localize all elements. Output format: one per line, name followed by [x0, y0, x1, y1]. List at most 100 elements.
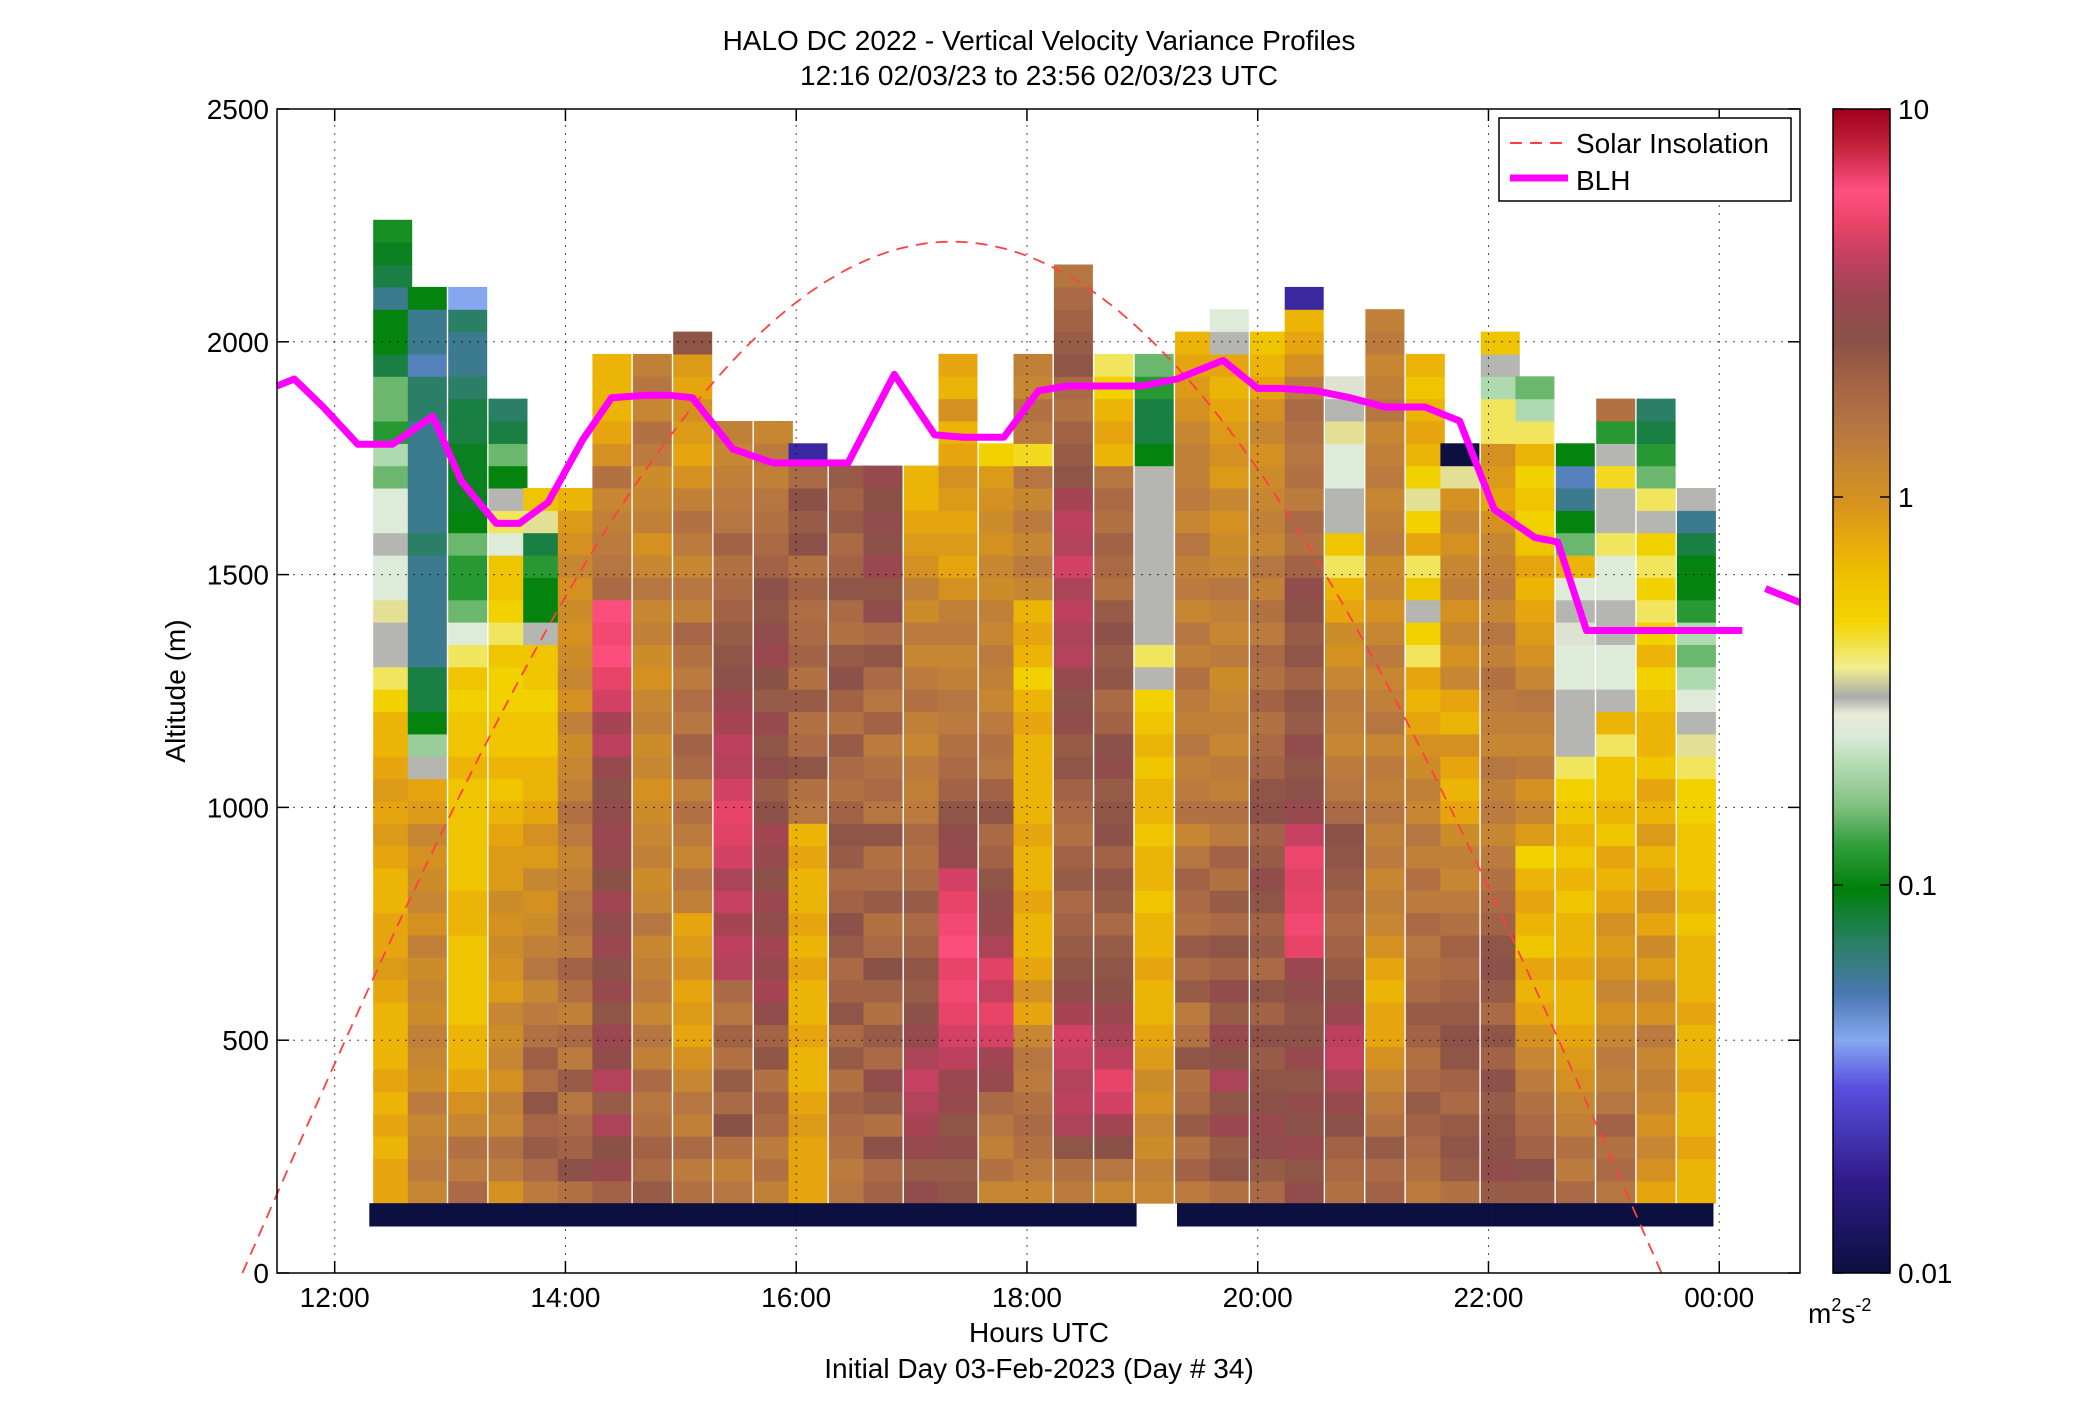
heatmap-cell	[1636, 443, 1676, 467]
heatmap-cell	[713, 756, 753, 780]
x-tick-label: 12:00	[300, 1282, 370, 1313]
colorbar-unit-mid: s	[1841, 1298, 1855, 1329]
heatmap-cell	[1365, 622, 1405, 645]
heatmap-cell	[1596, 532, 1636, 556]
heatmap-cell	[673, 756, 713, 780]
heatmap-cell	[557, 957, 597, 981]
heatmap-cell	[753, 666, 793, 690]
heatmap-cell	[448, 867, 488, 891]
heatmap-cell	[863, 1113, 903, 1137]
heatmap-cell	[938, 957, 978, 981]
heatmap-cell	[1013, 912, 1053, 936]
heatmap-cell	[1555, 532, 1595, 556]
heatmap-cell	[1013, 1069, 1053, 1092]
heatmap-cell	[1013, 867, 1053, 891]
heatmap-cell	[1284, 957, 1324, 981]
heatmap-cell	[1094, 957, 1134, 981]
heatmap-cell	[1284, 890, 1324, 914]
heatmap-cell	[523, 666, 563, 690]
heatmap-cell	[1013, 421, 1053, 444]
heatmap-cell	[1325, 1091, 1364, 1115]
heatmap-cell	[1053, 599, 1093, 623]
heatmap-cell	[1013, 488, 1053, 511]
heatmap-cell	[1636, 666, 1676, 690]
heatmap-cell	[713, 890, 753, 914]
heatmap-cell	[1094, 778, 1134, 802]
heatmap-cell	[753, 800, 793, 824]
heatmap-cell	[1013, 845, 1053, 869]
heatmap-cell	[1134, 800, 1174, 824]
heatmap-cell	[448, 353, 488, 377]
heatmap-cell	[1440, 689, 1480, 712]
heatmap-cell	[1596, 845, 1636, 869]
heatmap-cell	[673, 711, 713, 735]
heatmap-cell	[1284, 555, 1324, 578]
heatmap-cell	[1676, 1113, 1716, 1137]
heatmap-cell	[1175, 666, 1215, 690]
heatmap-cell	[407, 286, 447, 310]
heatmap-cell	[1250, 532, 1289, 556]
heatmap-cell	[863, 756, 903, 780]
heatmap-cell	[448, 376, 488, 400]
heatmap-cell	[448, 331, 488, 355]
heatmap-cell	[1250, 510, 1289, 534]
heatmap-cell	[753, 733, 793, 757]
heatmap-cell	[1555, 1113, 1595, 1137]
heatmap-cell	[488, 957, 528, 981]
heatmap-cell	[488, 1091, 528, 1115]
heatmap-cell	[713, 1002, 753, 1025]
heatmap-cell	[448, 979, 488, 1003]
heatmap-cell	[1480, 823, 1520, 847]
heatmap-cell	[1325, 622, 1364, 645]
heatmap-cell	[592, 778, 632, 802]
heatmap-cell	[788, 689, 828, 712]
heatmap-cell	[1676, 1158, 1716, 1182]
heatmap-cell	[488, 1113, 528, 1137]
heatmap-cell	[1636, 577, 1676, 601]
heatmap-cell	[1325, 1046, 1364, 1070]
heatmap-cell	[1405, 1024, 1445, 1048]
heatmap-cell	[1175, 935, 1215, 958]
heatmap-cell	[1134, 957, 1174, 981]
heatmap-cell	[1325, 935, 1364, 958]
heatmap-cell	[1013, 711, 1053, 735]
heatmap-cell	[407, 935, 447, 958]
heatmap-cell	[1596, 577, 1636, 601]
heatmap-cell	[1094, 1002, 1134, 1025]
heatmap-cell	[938, 465, 978, 489]
heatmap-cell	[1284, 309, 1324, 333]
y-tick-label: 1500	[207, 560, 269, 591]
x-tick-label: 22:00	[1453, 1282, 1523, 1313]
heatmap-cell	[1013, 800, 1053, 824]
heatmap-cell	[523, 935, 563, 958]
heatmap-cell	[1134, 1002, 1174, 1025]
heatmap-cell	[1596, 890, 1636, 914]
heatmap-cell	[1175, 443, 1215, 467]
heatmap-cell	[1405, 912, 1445, 936]
heatmap-cell	[523, 644, 563, 668]
heatmap-cell	[373, 979, 413, 1003]
heatmap-cell	[1515, 1180, 1555, 1204]
heatmap-cell	[1480, 599, 1520, 623]
heatmap-cell	[373, 778, 413, 802]
heatmap-cell	[592, 599, 632, 623]
heatmap-cell	[1555, 443, 1595, 467]
heatmap-cell	[407, 912, 447, 936]
heatmap-cell	[1365, 555, 1405, 578]
heatmap-cell	[1596, 1069, 1636, 1092]
heatmap-cell	[713, 532, 753, 556]
heatmap-cell	[1094, 532, 1134, 556]
heatmap-cell	[407, 644, 447, 668]
heatmap-cell	[1250, 1046, 1289, 1070]
heatmap-cell	[448, 1091, 488, 1115]
heatmap-cell	[373, 756, 413, 780]
heatmap-cell	[1094, 443, 1134, 467]
heatmap-cell	[863, 465, 903, 489]
heatmap-cell	[1284, 1158, 1324, 1182]
heatmap-cell	[1094, 465, 1134, 489]
heatmap-cell	[1134, 599, 1174, 623]
heatmap-cell	[1175, 890, 1215, 914]
heatmap-cell	[592, 577, 632, 601]
heatmap-cell	[1555, 1136, 1595, 1159]
heatmap-cell	[673, 666, 713, 690]
